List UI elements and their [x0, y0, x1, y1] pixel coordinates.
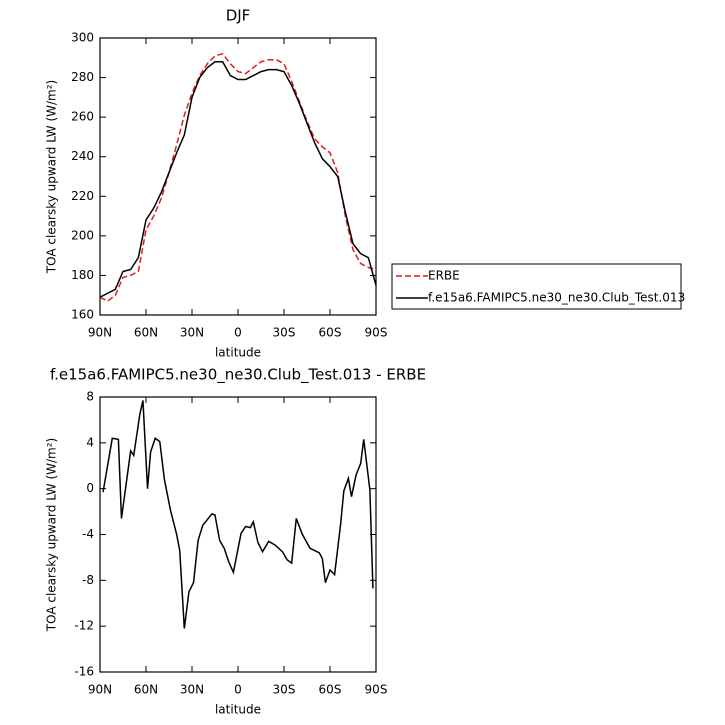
plot-frame: [99, 37, 377, 316]
x-tick-label: 60S: [319, 326, 342, 340]
x-tick-label: 60N: [134, 683, 158, 697]
y-tick-label: 280: [71, 70, 94, 84]
x-tick-label: 30N: [180, 326, 204, 340]
y-tick-label: 260: [71, 110, 94, 124]
legend-box: [391, 263, 682, 310]
chart-title: f.e15a6.FAMIPC5.ne30_ne30.Club_Test.013 …: [50, 366, 426, 385]
x-tick-label: 30N: [180, 683, 204, 697]
y-tick-label: 200: [71, 228, 94, 242]
y-tick-label: 8: [86, 390, 94, 404]
x-tick-label: 60N: [134, 326, 158, 340]
x-tick-label: 90N: [88, 326, 112, 340]
data-line: [102, 400, 374, 629]
y-tick-label: -4: [82, 527, 94, 541]
x-axis-label: latitude: [215, 346, 261, 360]
legend-label: ERBE: [428, 269, 460, 283]
y-tick-label: 300: [71, 31, 94, 45]
y-tick-label: -16: [74, 665, 94, 679]
x-axis-label: latitude: [215, 703, 261, 717]
y-tick-label: 240: [71, 149, 94, 163]
x-tick-label: 30S: [273, 683, 296, 697]
x-tick-label: 60S: [319, 683, 342, 697]
y-tick-label: 0: [86, 481, 94, 495]
plot-frame: [99, 396, 377, 673]
y-tick-label: 160: [71, 308, 94, 322]
y-tick-label: 180: [71, 268, 94, 282]
y-axis-label: TOA clearsky upward LW (W/m²): [45, 438, 59, 632]
x-tick-label: 0: [234, 326, 242, 340]
chart-title: DJF: [226, 7, 251, 25]
x-tick-label: 90S: [365, 326, 388, 340]
data-line: [99, 52, 377, 303]
x-tick-label: 90N: [88, 683, 112, 697]
y-tick-label: -12: [74, 619, 94, 633]
y-tick-label: -8: [82, 573, 94, 587]
y-axis-label: TOA clearsky upward LW (W/m²): [45, 80, 59, 274]
y-tick-label: 220: [71, 189, 94, 203]
legend-label: f.e15a6.FAMIPC5.ne30_ne30.Club_Test.013: [428, 291, 685, 305]
y-tick-label: 4: [86, 435, 94, 449]
data-line: [99, 60, 377, 298]
x-tick-label: 0: [234, 683, 242, 697]
x-tick-label: 30S: [273, 326, 296, 340]
x-tick-label: 90S: [365, 683, 388, 697]
